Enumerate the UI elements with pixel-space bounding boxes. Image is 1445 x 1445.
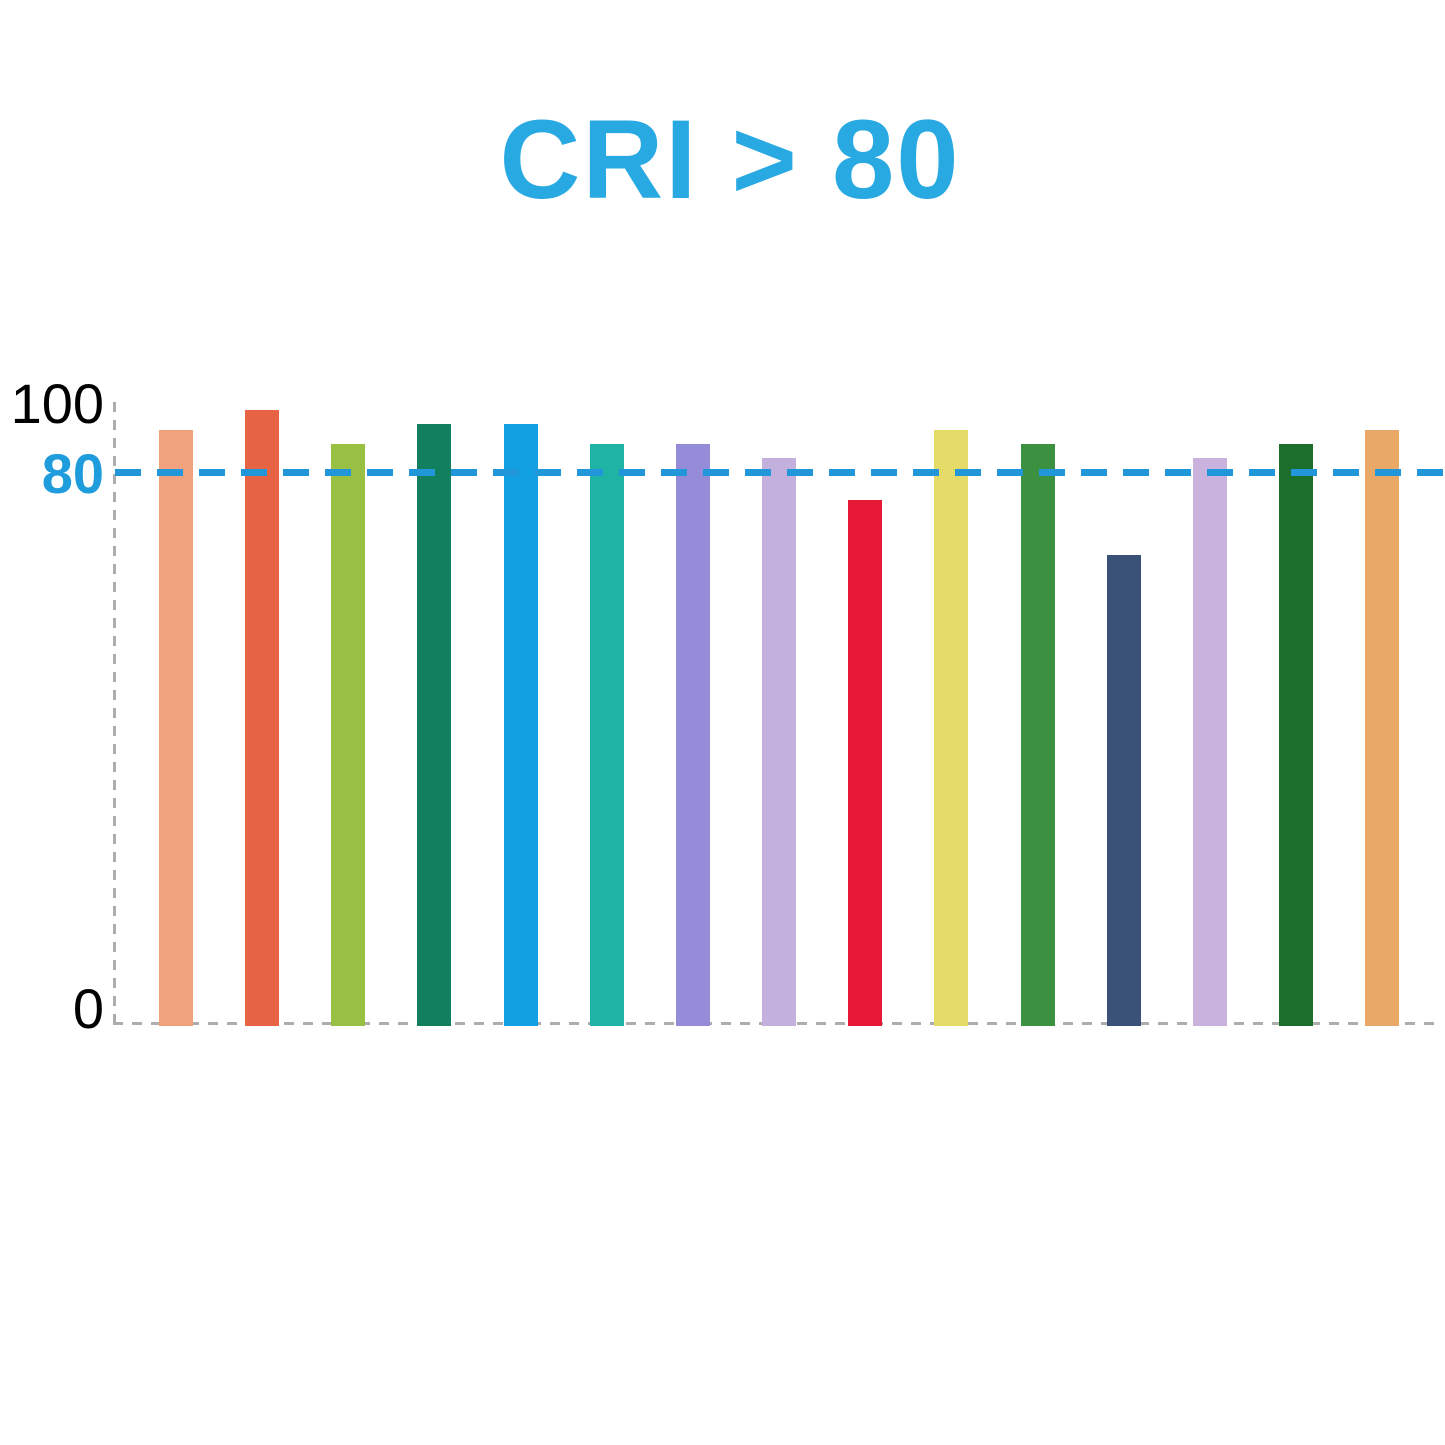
bar-navy — [1107, 555, 1141, 1026]
bar-crimson — [848, 500, 882, 1026]
bar-purple — [676, 444, 710, 1026]
y-axis-tick-100: 100 — [10, 372, 104, 435]
bar-yellow-green — [331, 444, 365, 1026]
y-axis-tick-80: 80 — [41, 442, 104, 505]
bar-salmon — [159, 430, 193, 1026]
bar-sky-blue — [504, 424, 538, 1026]
bar-tan — [1365, 430, 1399, 1026]
y-axis-line — [113, 402, 116, 1025]
bar-sea-green — [417, 424, 451, 1026]
bar-light-lavender — [762, 458, 796, 1026]
bar-lavender — [1193, 458, 1227, 1026]
y-axis-tick-0: 0 — [72, 977, 104, 1040]
bar-yellow — [934, 430, 968, 1026]
chart-title: CRI > 80 — [499, 97, 961, 222]
bar-teal — [590, 444, 624, 1026]
bar-orange-red — [245, 410, 279, 1026]
threshold-line-80 — [115, 469, 1445, 476]
bar-green — [1021, 444, 1055, 1026]
bar-dark-green — [1279, 444, 1313, 1026]
